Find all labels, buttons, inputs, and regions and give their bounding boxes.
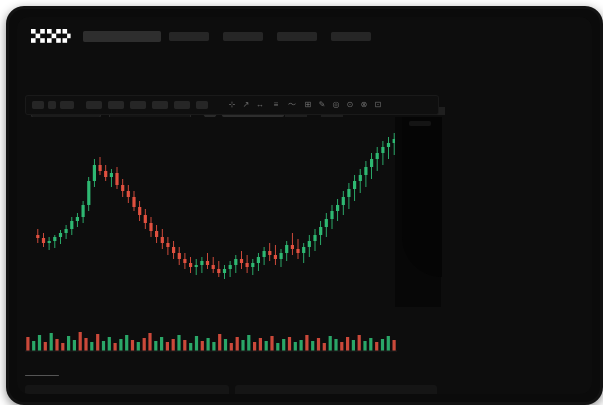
tablet-screen: Spot Trading ▾ ▾ xyxy=(17,17,592,394)
orderbook-panel: Buy Sell xyxy=(445,91,584,394)
indicator-button-5[interactable] xyxy=(174,101,190,109)
top-navigation-bar xyxy=(17,17,592,55)
footer-tab-row xyxy=(25,363,437,375)
market-toolbar: Spot Trading ▾ ▾ xyxy=(17,55,592,121)
indicator-button-4[interactable] xyxy=(152,101,168,109)
chart-right-shadow-curve xyxy=(402,117,442,277)
candlestick-chart[interactable] xyxy=(25,117,437,315)
trendline-icon[interactable]: ↗ xyxy=(242,100,250,109)
okx-logo[interactable] xyxy=(31,29,71,43)
nav-item-4[interactable] xyxy=(331,32,371,41)
timeframe-button-2[interactable] xyxy=(48,101,56,109)
volume-chart xyxy=(25,332,397,352)
timeframe-button-3[interactable] xyxy=(60,101,74,109)
horizontal-line-icon[interactable]: ↔ xyxy=(256,100,264,109)
footer-panel-right[interactable] xyxy=(235,385,437,394)
brush-icon[interactable]: ✎ xyxy=(318,100,326,109)
chart-toolbar[interactable]: ⊹ ↗ ↔ ≡ 〜 ⊞ ✎ ◎ ⊙ ⊗ ⊡ xyxy=(25,95,439,115)
lock-icon[interactable]: ⊙ xyxy=(346,100,354,109)
indicator-button-3[interactable] xyxy=(130,101,146,109)
footer-panel-left[interactable] xyxy=(25,385,229,394)
stat-value-1 xyxy=(285,113,307,119)
indicator-button-6[interactable] xyxy=(196,101,208,109)
timeframe-button-1[interactable] xyxy=(32,101,44,109)
indicator-button-1[interactable] xyxy=(86,101,102,109)
settings-icon[interactable]: ⊡ xyxy=(374,100,382,109)
fib-retracement-icon[interactable]: ≡ xyxy=(273,100,279,109)
candlestick-svg xyxy=(36,133,396,279)
magnet-icon[interactable]: ◎ xyxy=(332,100,340,109)
indicator-button-2[interactable] xyxy=(108,101,124,109)
crosshair-icon[interactable]: ⊹ xyxy=(228,100,236,109)
trash-icon[interactable]: ⊗ xyxy=(360,100,368,109)
search-input[interactable] xyxy=(83,31,161,42)
nav-item-2[interactable] xyxy=(223,32,263,41)
price-axis-label xyxy=(409,121,431,126)
nav-item-3[interactable] xyxy=(277,32,317,41)
stat-value-2 xyxy=(321,113,343,119)
text-tool-icon[interactable]: ⊞ xyxy=(304,100,312,109)
tablet-device-frame: Spot Trading ▾ ▾ xyxy=(6,6,603,405)
wave-icon[interactable]: 〜 xyxy=(288,100,296,109)
footer-tab-underline xyxy=(25,375,59,376)
nav-item-1[interactable] xyxy=(169,32,209,41)
